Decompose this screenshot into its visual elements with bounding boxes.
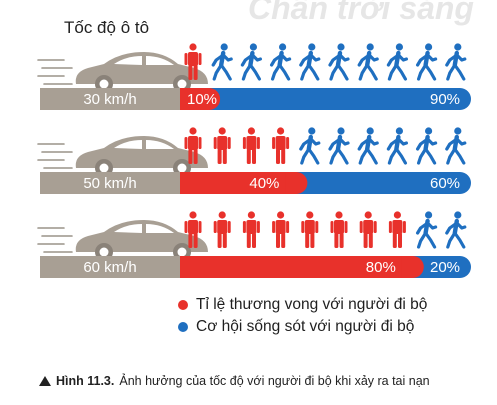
pedestrian-icon bbox=[272, 127, 290, 164]
speed-label-box bbox=[40, 256, 180, 278]
data-label-casualty: 40% bbox=[249, 175, 279, 192]
pedestrian-icon bbox=[299, 43, 321, 81]
figure-caption: Hình 11.3. Ảnh hưởng của tốc độ với ngườ… bbox=[39, 374, 430, 388]
pedestrian-icon bbox=[301, 211, 319, 248]
pedestrian-icon bbox=[299, 127, 321, 165]
pedestrian-icon bbox=[388, 211, 406, 248]
legend-label-survival: Cơ hội sống sót với người đi bộ bbox=[196, 318, 415, 335]
watermark: Chân trời sáng bbox=[248, 0, 474, 26]
car-window bbox=[146, 224, 174, 233]
car-wheel-hub bbox=[177, 247, 187, 257]
speed-label-box bbox=[40, 172, 180, 194]
bar-survival bbox=[180, 88, 471, 110]
car-wheel-hub bbox=[177, 79, 187, 89]
speed-lines bbox=[37, 143, 73, 169]
car-wheel-hub bbox=[99, 247, 109, 257]
speed-row: 50 km/h 40% 60% bbox=[37, 127, 471, 194]
car-window bbox=[114, 56, 142, 65]
data-label-casualty: 80% bbox=[366, 259, 396, 276]
car-wheel-hub bbox=[177, 163, 187, 173]
pedestrian-icon bbox=[445, 43, 467, 81]
pedestrian-icon bbox=[184, 211, 202, 248]
pedestrian-icon bbox=[416, 127, 438, 165]
car-wheel-hub bbox=[99, 163, 109, 173]
bar-casualty-cap bbox=[285, 172, 308, 194]
pedestrian-icon bbox=[330, 211, 348, 248]
pedestrian-icon bbox=[242, 127, 260, 164]
pedestrian-icon bbox=[328, 43, 350, 81]
triangle-icon bbox=[39, 376, 51, 386]
pedestrian-icon bbox=[416, 211, 438, 249]
speed-label: 30 km/h bbox=[83, 91, 136, 108]
legend-label-casualty: Tỉ lệ thương vong với người đi bộ bbox=[196, 296, 428, 313]
car-window bbox=[114, 224, 142, 233]
car-body bbox=[75, 220, 208, 252]
legend-item-casualty: Tỉ lệ thương vong với người đi bộ bbox=[178, 296, 427, 314]
speed-label: 50 km/h bbox=[83, 175, 136, 192]
data-label-survival: 90% bbox=[430, 91, 460, 108]
pedestrian-icon bbox=[213, 127, 231, 164]
legend-item-survival: Cơ hội sống sót với người đi bộ bbox=[178, 318, 414, 336]
caption-label: Hình 11.3. bbox=[56, 374, 115, 388]
bar-casualty bbox=[180, 172, 297, 194]
pedestrian-icon bbox=[359, 211, 377, 248]
pedestrian-icon bbox=[211, 43, 233, 81]
car-body bbox=[75, 136, 208, 168]
speed-lines bbox=[37, 59, 73, 85]
data-label-survival: 20% bbox=[430, 259, 460, 276]
speed-lines bbox=[37, 227, 73, 253]
speed-label: 60 km/h bbox=[83, 259, 136, 276]
car-body bbox=[75, 52, 208, 84]
bar-casualty-cap bbox=[198, 88, 221, 110]
pedestrian-icon bbox=[328, 127, 350, 165]
bar-casualty-cap bbox=[401, 256, 424, 278]
speed-row: 30 km/h 10% 90% bbox=[37, 43, 471, 110]
pedestrian-icon bbox=[445, 211, 467, 249]
pedestrian-icon bbox=[386, 43, 408, 81]
pedestrian-icon bbox=[184, 127, 202, 164]
legend-dot-red bbox=[178, 300, 188, 310]
pedestrian-icon bbox=[416, 43, 438, 81]
data-label-casualty: 10% bbox=[187, 91, 217, 108]
car-window bbox=[146, 140, 174, 149]
bar-casualty bbox=[180, 256, 413, 278]
pedestrian-icon bbox=[242, 211, 260, 248]
pedestrian-icon bbox=[270, 43, 292, 81]
car-window bbox=[114, 140, 142, 149]
pedestrian-icon bbox=[240, 43, 262, 81]
data-label-survival: 60% bbox=[430, 175, 460, 192]
pedestrian-icon bbox=[357, 43, 379, 81]
caption-text: Ảnh hưởng của tốc độ với người đi bộ khi… bbox=[119, 374, 430, 388]
car-wheel-hub bbox=[99, 79, 109, 89]
pedestrian-icon bbox=[357, 127, 379, 165]
car-window bbox=[146, 56, 174, 65]
pedestrian-icon bbox=[184, 43, 202, 80]
pedestrian-icon bbox=[213, 211, 231, 248]
pedestrian-icon bbox=[386, 127, 408, 165]
pedestrian-icon bbox=[445, 127, 467, 165]
speed-label-box bbox=[40, 88, 180, 110]
legend-dot-blue bbox=[178, 322, 188, 332]
chart-title: Tốc độ ô tô bbox=[64, 18, 150, 37]
pedestrian-icon bbox=[272, 211, 290, 248]
speed-row: 60 km/h 80% 20% bbox=[37, 211, 471, 278]
